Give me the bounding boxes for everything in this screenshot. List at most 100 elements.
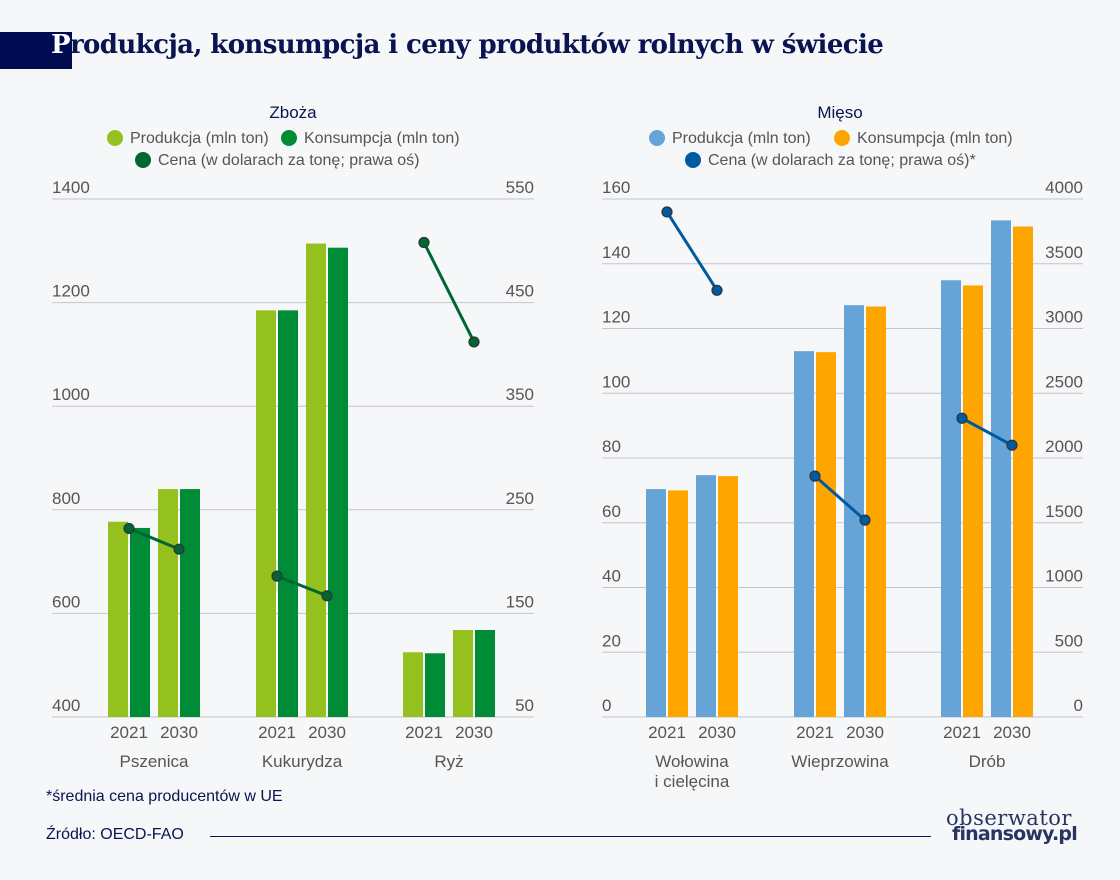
legend-label: Konsumpcja (mln ton) <box>857 130 1013 147</box>
bar-production <box>941 280 961 717</box>
price-point <box>468 336 480 348</box>
x-group-label: Wołowina <box>655 752 729 771</box>
y-tick-right: 2500 <box>1045 372 1083 391</box>
x-tick-year: 2021 <box>258 723 296 742</box>
x-tick-year: 2030 <box>993 723 1031 742</box>
y-tick-right: 500 <box>1055 631 1083 650</box>
x-tick-year: 2030 <box>846 723 884 742</box>
y-tick-left: 120 <box>602 308 630 327</box>
price-line <box>128 527 180 551</box>
price-line <box>665 211 719 292</box>
y-tick-left: 40 <box>602 567 621 586</box>
bar-consumption <box>963 285 983 717</box>
bar-consumption <box>668 490 688 717</box>
legend-marker <box>281 130 297 146</box>
bar-production <box>256 310 276 717</box>
price-point <box>1006 439 1018 451</box>
logo-line-1: obserwator <box>946 806 1072 830</box>
bar-consumption <box>278 310 298 717</box>
x-tick-year: 2030 <box>308 723 346 742</box>
bar-production <box>991 220 1011 717</box>
y-tick-right: 150 <box>506 592 534 611</box>
y-tick-left: 0 <box>602 696 611 715</box>
y-tick-right: 250 <box>506 489 534 508</box>
x-group-label: Kukurydza <box>262 752 343 771</box>
price-line <box>422 241 476 343</box>
bar-production <box>794 351 814 717</box>
y-tick-right: 50 <box>515 696 534 715</box>
bar-consumption <box>328 247 348 717</box>
x-tick-year: 2030 <box>455 723 493 742</box>
legend-label: Cena (w dolarach za tonę; prawa oś) <box>158 152 419 169</box>
y-tick-left: 800 <box>52 489 80 508</box>
price-line <box>961 416 1013 447</box>
bar-consumption <box>130 527 150 717</box>
legend-label: Produkcja (mln ton) <box>672 130 811 147</box>
x-group-label: Drób <box>969 752 1006 771</box>
price-point <box>173 543 185 555</box>
y-tick-right: 1000 <box>1045 567 1083 586</box>
chart-title: Mięso <box>817 103 862 122</box>
legend-label: Produkcja (mln ton) <box>130 130 269 147</box>
legend: Produkcja (mln ton) Konsumpcja (mln ton) C… <box>107 130 460 169</box>
title-first-letter: P <box>51 30 71 60</box>
legend-marker <box>135 152 151 168</box>
chart-panel-2: Mięso Produkcja (mln ton) Konsumpcja (mln … <box>602 103 1083 791</box>
bar-production <box>646 489 666 717</box>
legend-marker <box>834 130 850 146</box>
price-point <box>956 412 968 424</box>
bar-consumption <box>475 629 495 717</box>
bar-consumption <box>866 306 886 717</box>
x-tick-year: 2021 <box>943 723 981 742</box>
bar-production <box>108 521 128 717</box>
x-tick-year: 2021 <box>405 723 443 742</box>
price-point <box>418 236 430 249</box>
y-tick-right: 2000 <box>1045 437 1083 456</box>
x-tick-year: 2021 <box>110 723 148 742</box>
legend-marker <box>685 152 701 168</box>
y-tick-right: 550 <box>506 178 534 197</box>
bar-consumption <box>718 476 738 717</box>
price-point <box>271 570 283 582</box>
bar-production <box>306 243 326 717</box>
y-tick-right: 1500 <box>1045 502 1083 521</box>
x-tick-year: 2030 <box>698 723 736 742</box>
legend: Produkcja (mln ton) Konsumpcja (mln ton) C… <box>649 130 1013 169</box>
page-title: Produkcja, konsumpcja i ceny produktów r… <box>51 30 884 60</box>
price-line <box>814 475 866 522</box>
y-tick-right: 0 <box>1074 696 1083 715</box>
y-tick-left: 1400 <box>52 178 90 197</box>
y-tick-left: 1000 <box>52 385 90 404</box>
y-tick-left: 160 <box>602 178 630 197</box>
legend-marker <box>649 130 665 146</box>
legend-label: Cena (w dolarach za tonę; prawa oś)* <box>708 152 976 169</box>
price-point <box>661 206 673 218</box>
title-rest: rodukcja, konsumpcja i ceny produktów ro… <box>69 30 884 60</box>
publisher-logo: obserwator finansowy.pl <box>946 806 1078 845</box>
logo-line-2: finansowy.pl <box>952 823 1078 845</box>
bar-production <box>158 489 178 717</box>
y-tick-right: 450 <box>506 282 534 301</box>
y-tick-right: 3500 <box>1045 243 1083 262</box>
title-accent-box <box>0 32 72 69</box>
footnote: *średnia cena producentów w UE <box>46 788 283 805</box>
x-group-label: Pszenica <box>120 752 190 771</box>
y-tick-left: 20 <box>602 631 621 650</box>
y-tick-right: 350 <box>506 385 534 404</box>
y-tick-left: 400 <box>52 696 80 715</box>
bar-production <box>403 652 423 717</box>
bar-production <box>453 629 473 717</box>
y-tick-left: 60 <box>602 502 621 521</box>
y-tick-right: 3000 <box>1045 308 1083 327</box>
price-point <box>123 522 135 535</box>
x-group-label: i cielęcina <box>655 772 730 791</box>
legend-label: Konsumpcja (mln ton) <box>304 130 460 147</box>
price-line <box>276 574 328 598</box>
bar-consumption <box>1013 226 1033 718</box>
y-tick-left: 100 <box>602 372 630 391</box>
bar-consumption <box>425 653 445 717</box>
source-divider <box>210 836 931 837</box>
x-tick-year: 2021 <box>648 723 686 742</box>
